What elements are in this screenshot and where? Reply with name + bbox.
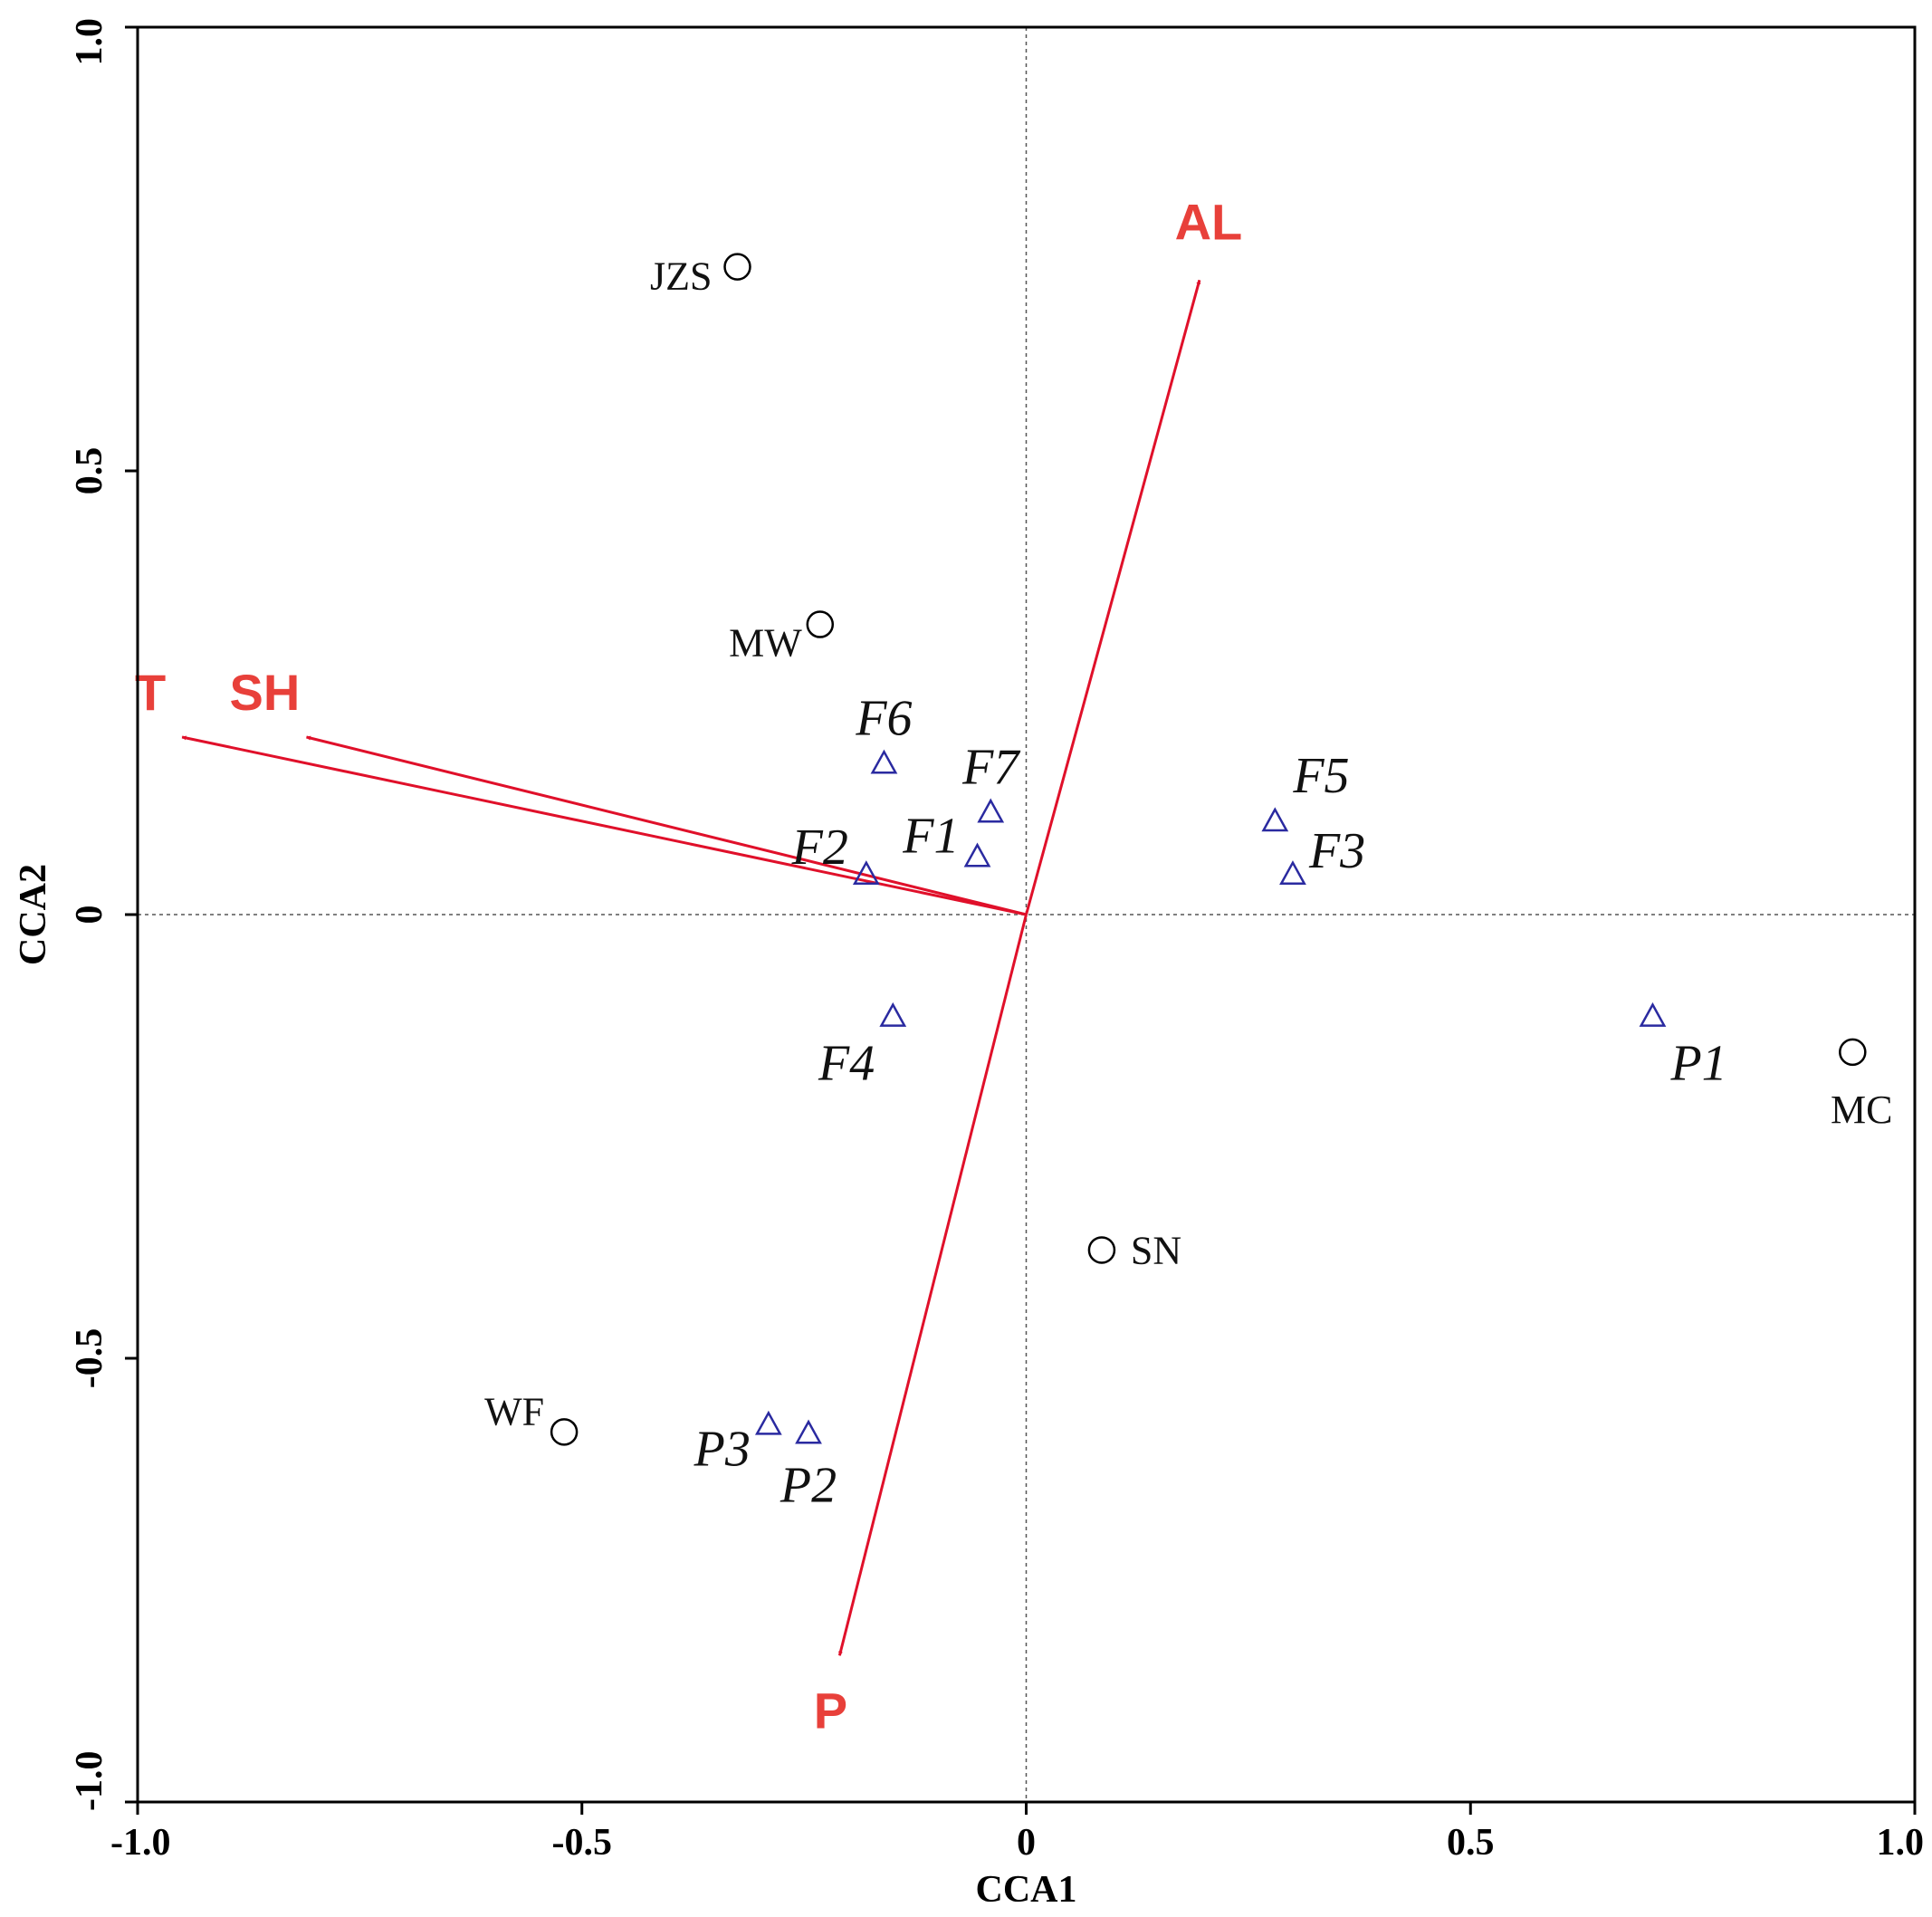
species-marker — [852, 860, 880, 886]
species-label: F5 — [1292, 748, 1349, 804]
axis-ticks: -1.0 -0.5 0 0.5 1.0 -1.0 -0.5 0 0.5 1.0 — [69, 18, 1924, 1864]
species-marker — [1261, 807, 1289, 832]
y-tick-label: -0.5 — [69, 1328, 110, 1389]
site-marker — [550, 1418, 579, 1446]
species-marker — [1279, 860, 1306, 886]
site-label: MW — [729, 621, 802, 666]
x-tick-label: 1.0 — [1877, 1822, 1925, 1864]
env-vector-p — [837, 914, 1028, 1656]
x-tick-label: -1.0 — [110, 1822, 171, 1864]
site-label: WF — [484, 1389, 544, 1433]
species-marker — [977, 798, 1005, 823]
site-label: JZS — [650, 254, 712, 299]
env-vector-label: SH — [229, 664, 300, 721]
x-tick-label: 0 — [1017, 1822, 1036, 1864]
species-label: F2 — [791, 820, 848, 876]
env-vector-label: P — [814, 1682, 847, 1739]
x-tick-label: 0.5 — [1447, 1822, 1495, 1864]
species-marker — [795, 1419, 822, 1444]
x-tick-label: -0.5 — [552, 1822, 613, 1864]
species-label: F4 — [818, 1036, 875, 1092]
site-marker — [723, 253, 751, 281]
site-label: SN — [1131, 1228, 1181, 1272]
site-marker — [1839, 1038, 1867, 1067]
species-marker — [963, 842, 991, 867]
species-label: F7 — [961, 739, 1020, 795]
env-vector-al — [1025, 279, 1201, 915]
species-label: F1 — [902, 808, 959, 864]
species-label: P1 — [1669, 1036, 1726, 1092]
reference-lines — [138, 27, 1915, 1802]
site-marker — [806, 610, 835, 638]
species-label: F6 — [855, 690, 912, 746]
site-points: JZS MW MC SN WF — [484, 253, 1893, 1446]
y-tick-label: 0 — [69, 906, 110, 925]
env-vector-label: T — [135, 664, 166, 721]
species-label: P2 — [779, 1457, 837, 1513]
species-marker — [870, 749, 898, 774]
env-vector-label: AL — [1175, 193, 1243, 250]
species-label: P3 — [693, 1422, 751, 1478]
y-tick-label: 0.5 — [69, 447, 110, 495]
env-vector-t — [181, 735, 1027, 916]
env-vector-sh — [305, 735, 1027, 916]
species-marker — [1639, 1002, 1667, 1027]
environment-vectors: T SH AL P — [135, 193, 1242, 1739]
y-tick-label: -1.0 — [69, 1751, 110, 1812]
y-tick-label: 1.0 — [69, 18, 110, 66]
species-marker — [879, 1002, 907, 1027]
species-label: F3 — [1308, 823, 1365, 879]
site-label: MC — [1831, 1088, 1892, 1132]
species-marker — [754, 1410, 782, 1435]
y-axis-title: CCA2 — [13, 864, 54, 965]
x-axis-title: CCA1 — [976, 1869, 1077, 1911]
site-marker — [1087, 1236, 1116, 1264]
